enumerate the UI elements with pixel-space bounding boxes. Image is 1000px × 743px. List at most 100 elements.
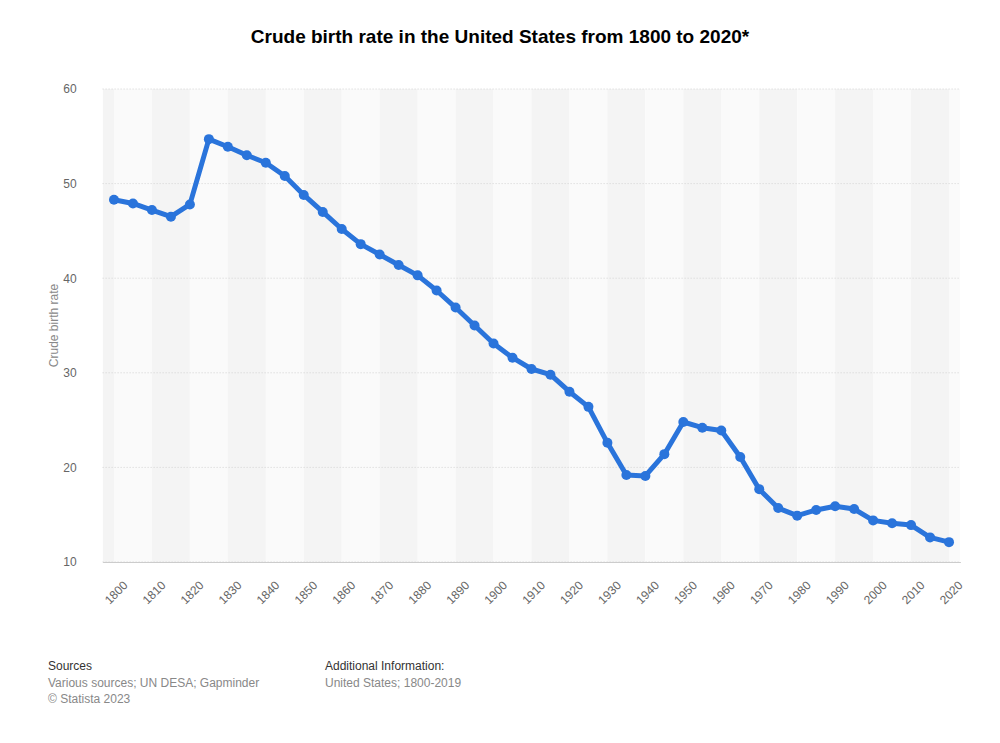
y-tick: 30: [63, 366, 102, 380]
point: [413, 270, 423, 280]
y-tick-label: 20: [63, 461, 77, 475]
y-tick: 10: [63, 555, 102, 569]
grid-line: [103, 89, 961, 90]
x-tick-label: 2020: [937, 578, 966, 607]
point: [621, 470, 631, 480]
point: [128, 198, 138, 208]
y-tick: 60: [63, 82, 102, 96]
x-tick: 1840: [254, 562, 283, 607]
point: [545, 370, 555, 380]
grid-line: [103, 467, 961, 468]
y-tick: 20: [63, 461, 102, 475]
band: [380, 89, 418, 562]
x-tick: 1910: [519, 562, 548, 607]
x-tick: 1970: [747, 562, 776, 607]
band: [494, 89, 532, 562]
point: [451, 303, 461, 313]
x-tick: 1900: [481, 562, 510, 607]
point: [716, 426, 726, 436]
chart: 1020304050601800181018201830184018501860…: [0, 0, 1000, 743]
footer-text: United States; 1800-2019: [325, 676, 461, 690]
band: [190, 89, 228, 562]
band: [721, 89, 759, 562]
band: [304, 89, 342, 562]
grid-line: [103, 183, 961, 184]
x-tick-label: 1960: [709, 578, 738, 607]
x-tick-label: 1840: [254, 578, 283, 607]
x-tick-label: 1990: [823, 578, 852, 607]
grid-line: [103, 278, 961, 279]
bands: [103, 89, 961, 562]
x-tick-label: 1900: [481, 578, 510, 607]
x-tick-label: 2000: [861, 578, 890, 607]
x-tick-label: 1980: [785, 578, 814, 607]
point: [773, 503, 783, 513]
x-tick: 1870: [368, 562, 397, 607]
point: [640, 471, 650, 481]
y-axis-title: Crude birth rate: [47, 283, 61, 367]
band: [532, 89, 570, 562]
x-tick-label: 1910: [519, 578, 548, 607]
point: [204, 134, 214, 144]
y-tick: 40: [63, 272, 102, 286]
point: [944, 537, 954, 547]
x-tick: 1860: [330, 562, 359, 607]
x-tick: 2000: [861, 562, 890, 607]
y-tick-label: 50: [63, 177, 77, 191]
x-tick-label: 1800: [102, 578, 131, 607]
band: [266, 89, 304, 562]
x-axis-line: [103, 562, 961, 563]
point: [735, 452, 745, 462]
x-tick: 2010: [899, 562, 928, 607]
point: [223, 142, 233, 152]
point: [185, 199, 195, 209]
x-tick: 1850: [292, 562, 321, 607]
footer-text: © Statista 2023: [48, 692, 131, 706]
point: [830, 501, 840, 511]
line: [114, 139, 949, 542]
point: [583, 402, 593, 412]
point: [868, 515, 878, 525]
x-tick-label: 1930: [595, 578, 624, 607]
point: [697, 423, 707, 433]
point: [925, 532, 935, 542]
x-tick-label: 1940: [633, 578, 662, 607]
point: [261, 158, 271, 168]
y-tick-label: 60: [63, 82, 77, 96]
y-axis: 10 20 30 40 50 60: [63, 82, 103, 569]
grid: [103, 89, 961, 562]
point: [147, 205, 157, 215]
band: [759, 89, 797, 562]
point: [527, 364, 537, 374]
x-axis: 1800181018201830184018501860187018801890…: [102, 562, 966, 607]
x-tick-label: 1850: [292, 578, 321, 607]
x-tick: 1820: [178, 562, 207, 607]
band: [342, 89, 380, 562]
x-tick-label: 2010: [899, 578, 928, 607]
point: [906, 520, 916, 530]
x-tick: 1920: [557, 562, 586, 607]
y-tick-label: 10: [63, 555, 77, 569]
point: [602, 438, 612, 448]
point: [242, 150, 252, 160]
point: [318, 207, 328, 217]
footer-text: Additional Information:: [325, 659, 444, 673]
x-tick-label: 1880: [406, 578, 435, 607]
footer-text: Various sources; UN DESA; Gapminder: [48, 676, 259, 690]
grid-line: [103, 562, 961, 563]
point: [659, 449, 669, 459]
point: [299, 190, 309, 200]
point: [489, 338, 499, 348]
band: [949, 89, 960, 562]
series: [109, 134, 954, 547]
band: [152, 89, 190, 562]
point: [375, 250, 385, 260]
y-axis-line: [103, 90, 104, 563]
band: [607, 89, 645, 562]
y-tick-label: 30: [63, 366, 77, 380]
band: [835, 89, 873, 562]
band: [911, 89, 949, 562]
x-tick-label: 1920: [557, 578, 586, 607]
x-tick: 1960: [709, 562, 738, 607]
x-tick-label: 1970: [747, 578, 776, 607]
